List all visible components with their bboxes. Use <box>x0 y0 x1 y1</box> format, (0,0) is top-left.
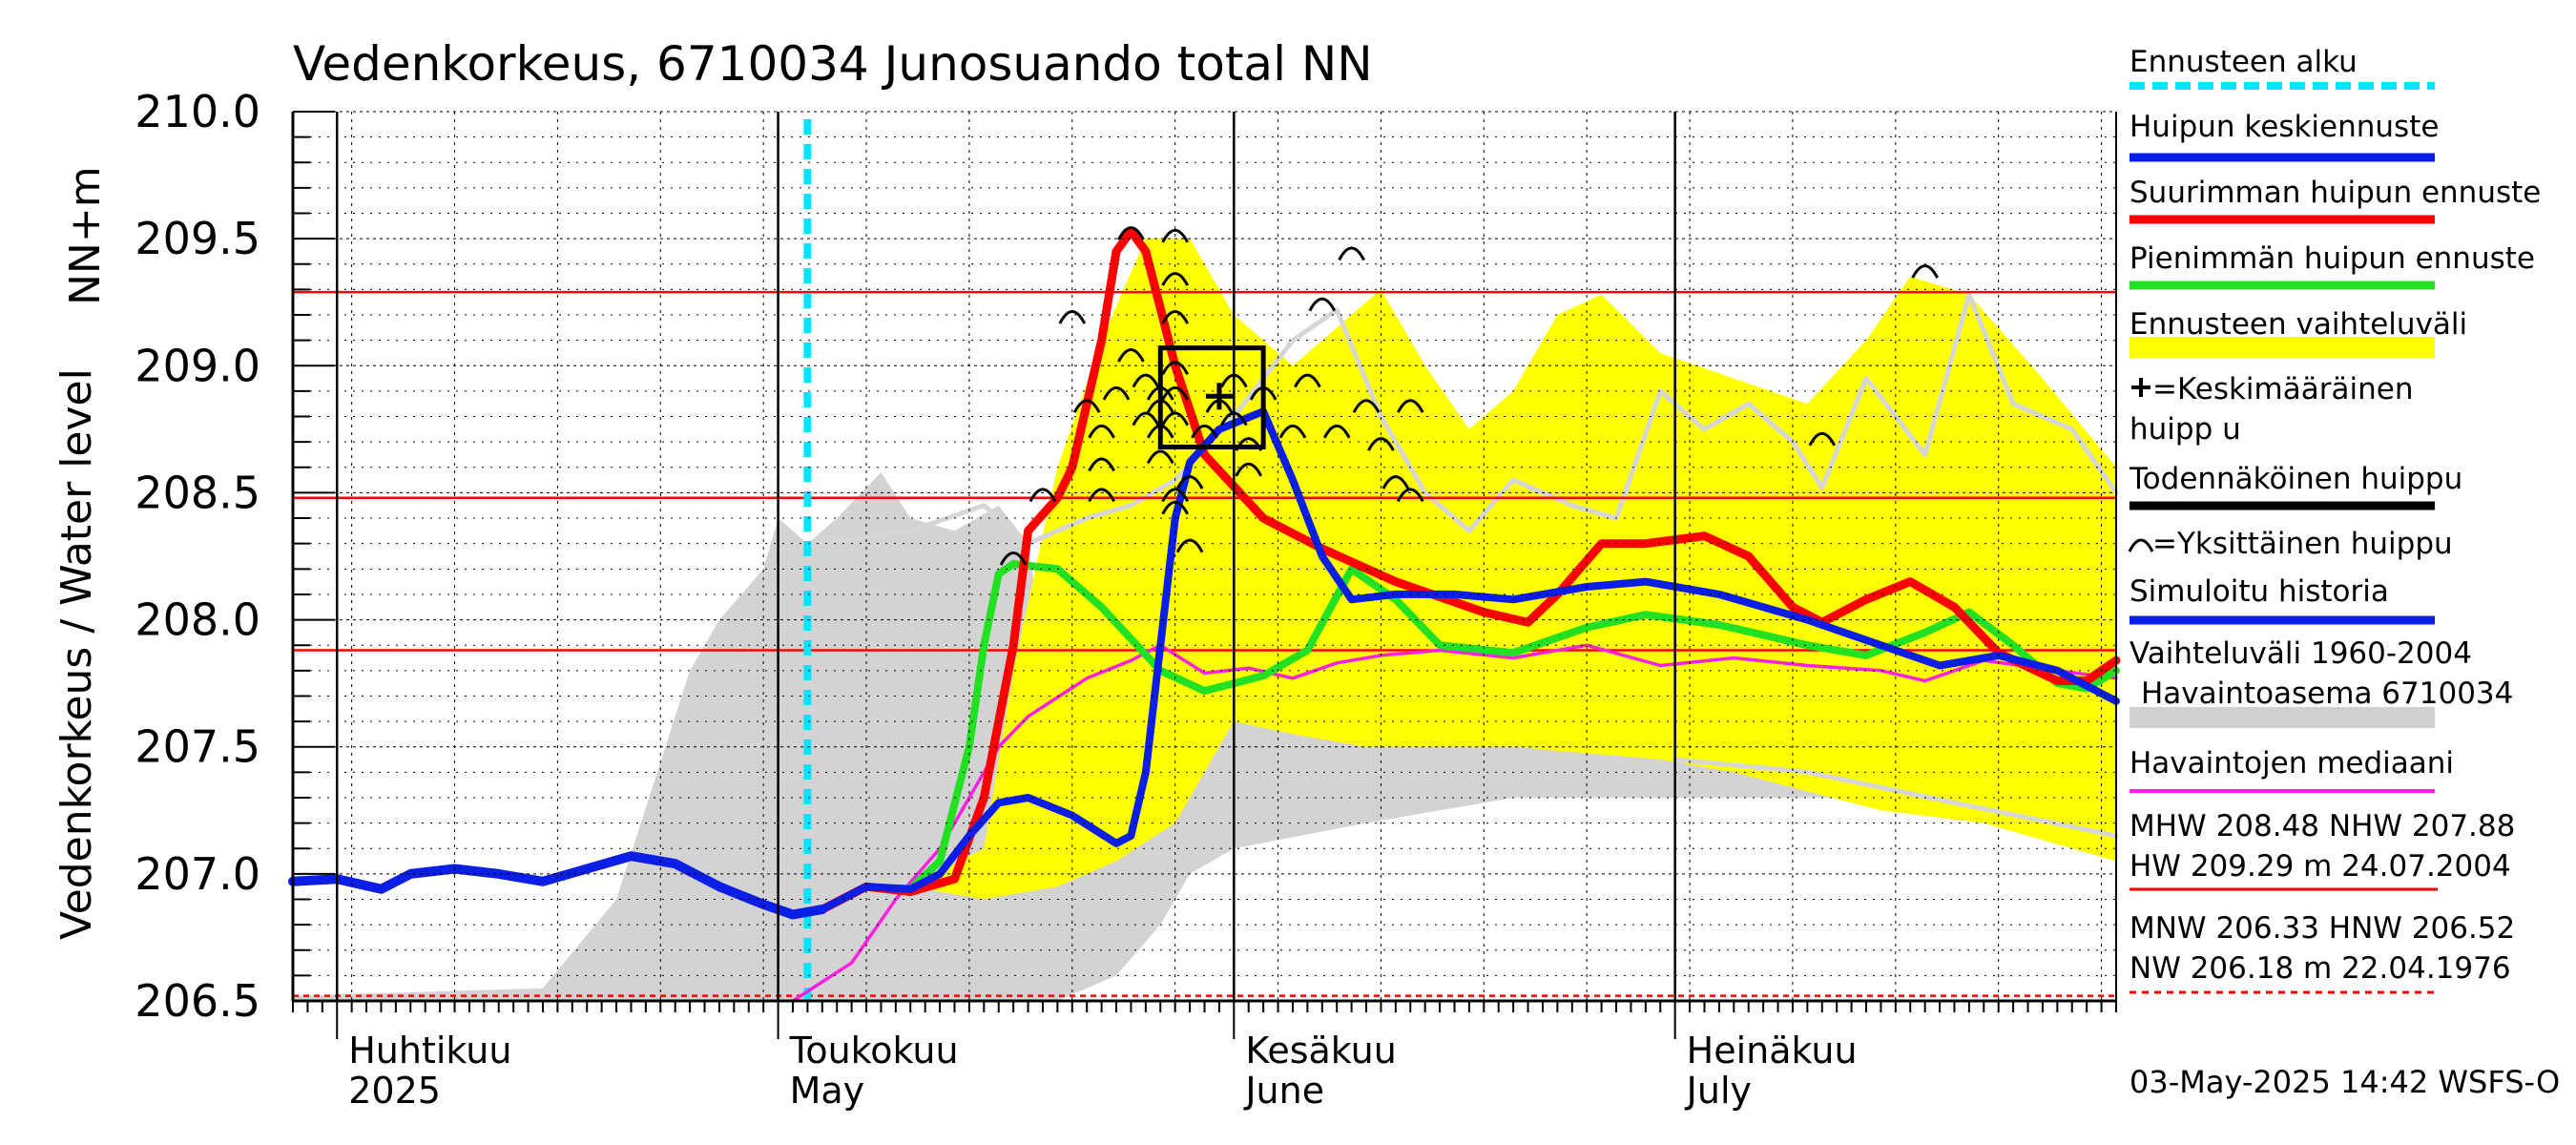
individual-peak-marker <box>1161 488 1190 503</box>
individual-peak-marker <box>1191 424 1218 439</box>
individual-peak-marker <box>999 552 1028 566</box>
individual-peak-marker <box>1072 399 1101 413</box>
x-month-label-fi: Kesäkuu <box>1245 1030 1397 1072</box>
legend-label-wrap: huipp u <box>2129 412 2241 447</box>
individual-peak-marker <box>1278 424 1307 439</box>
x-month-label-en: June <box>1243 1070 1324 1112</box>
individual-peak-marker <box>1308 297 1337 312</box>
simulated-history-line <box>288 851 827 920</box>
stats-line-hw: HW 209.29 m 24.07.2004 <box>2129 849 2511 884</box>
y-axis-unit-label: NN+m <box>61 166 110 305</box>
individual-peak-marker <box>1088 457 1115 472</box>
x-month-label-fi: Heinäkuu <box>1687 1030 1858 1072</box>
y-tick-label: 209.5 <box>135 213 260 264</box>
y-tick-label: 209.0 <box>135 340 260 391</box>
legend-label: Todennäköinen huippu <box>2129 462 2462 496</box>
y-tick-label: 206.5 <box>135 975 260 1027</box>
legend-label: =Yksittäinen huippu <box>2152 527 2453 561</box>
y-tick-label: 208.5 <box>135 467 260 518</box>
individual-peak-marker <box>1146 449 1174 465</box>
individual-peak-marker <box>1102 385 1131 401</box>
x-month-label-en: May <box>790 1070 865 1112</box>
legend-label: Ennusteen alku <box>2129 45 2358 79</box>
legend-arc-symbol <box>2128 538 2154 552</box>
individual-peak-marker <box>1028 488 1057 503</box>
footer-timestamp: 03-May-2025 14:42 WSFS-O <box>2129 1064 2560 1100</box>
legend-swatch <box>2129 707 2435 728</box>
legend-plus-symbol <box>2131 378 2150 397</box>
legend-label: Vaihteluväli 1960-2004 <box>2129 636 2472 671</box>
individual-peak-marker <box>1396 488 1424 503</box>
individual-peak-marker <box>1088 424 1115 439</box>
individual-peak-marker <box>1322 424 1351 439</box>
historic-low-line <box>1672 757 2119 839</box>
chart-title: Vedenkorkeus, 6710034 Junosuando total N… <box>293 36 1373 92</box>
individual-peak-marker <box>1117 348 1145 363</box>
individual-peak-marker <box>1396 399 1424 413</box>
legend-label: Ennusteen vaihteluväli <box>2129 307 2467 342</box>
individual-peak-marker <box>1161 228 1190 243</box>
individual-peak-marker <box>1338 246 1365 261</box>
individual-peak-marker <box>1132 411 1160 427</box>
y-tick-label: 207.0 <box>135 848 260 900</box>
y-tick-label: 210.0 <box>135 86 260 137</box>
individual-peak-marker <box>1911 264 1939 279</box>
individual-peak-marker <box>1808 431 1837 447</box>
individual-peak-marker <box>1132 373 1160 388</box>
individual-peak-marker <box>1117 226 1145 240</box>
individual-peak-marker <box>1088 488 1115 503</box>
stats-line-mhw-nhw: MHW 208.48 NHW 207.88 <box>2129 809 2515 843</box>
legend-label: Simuloitu historia <box>2129 574 2389 609</box>
individual-peak-marker <box>1161 411 1190 427</box>
legend: Ennusteen alku Huipun keskiennuste Suurimm… <box>2128 45 2541 793</box>
individual-peak-marker <box>1367 437 1395 451</box>
x-month-label-fi: Huhtikuu <box>348 1030 511 1072</box>
legend-label: Pienimmän huipun ennuste <box>2129 241 2535 276</box>
individual-peak-marker <box>1175 538 1204 553</box>
individual-peak-marker <box>1294 373 1321 388</box>
individual-peak-marker <box>1352 399 1381 413</box>
mean-peak-marker <box>1205 383 1233 410</box>
individual-peak-marker <box>1381 475 1410 489</box>
legend-label: Havaintojen mediaani <box>2129 746 2454 781</box>
individual-peak-marker <box>1175 475 1204 489</box>
y-tick-label: 207.5 <box>135 721 260 773</box>
legend-swatch <box>2129 337 2435 358</box>
min-peak-forecast-line <box>818 560 2120 914</box>
probable-peak-box <box>1157 345 1266 449</box>
legend-label: =Keskimääräinen <box>2152 372 2413 406</box>
legend-label-wrap: Havaintoasema 6710034 <box>2141 677 2513 711</box>
y-axis-label: Vedenkorkeus / Water level <box>52 368 101 940</box>
stats-line-nw: NW 206.18 m 22.04.1976 <box>2129 951 2511 986</box>
individual-peak-marker <box>1235 462 1263 477</box>
stats-line-mnw-hnw: MNW 206.33 HNW 206.52 <box>2129 911 2515 946</box>
x-month-label-en: 2025 <box>348 1070 441 1112</box>
max-peak-forecast-line <box>818 226 2121 914</box>
individual-peak-marker <box>1161 361 1190 376</box>
legend-label: Huipun keskiennuste <box>2129 110 2439 144</box>
legend-label: Suurimman huipun ennuste <box>2129 176 2541 210</box>
axes: 210.0 209.5 209.0 208.5 208.0 207.5 207.0 206.5… <box>135 86 2117 1112</box>
y-tick-label: 208.0 <box>135 594 260 646</box>
x-month-label-en: July <box>1685 1070 1752 1112</box>
x-month-label-fi: Toukokuu <box>789 1030 959 1072</box>
